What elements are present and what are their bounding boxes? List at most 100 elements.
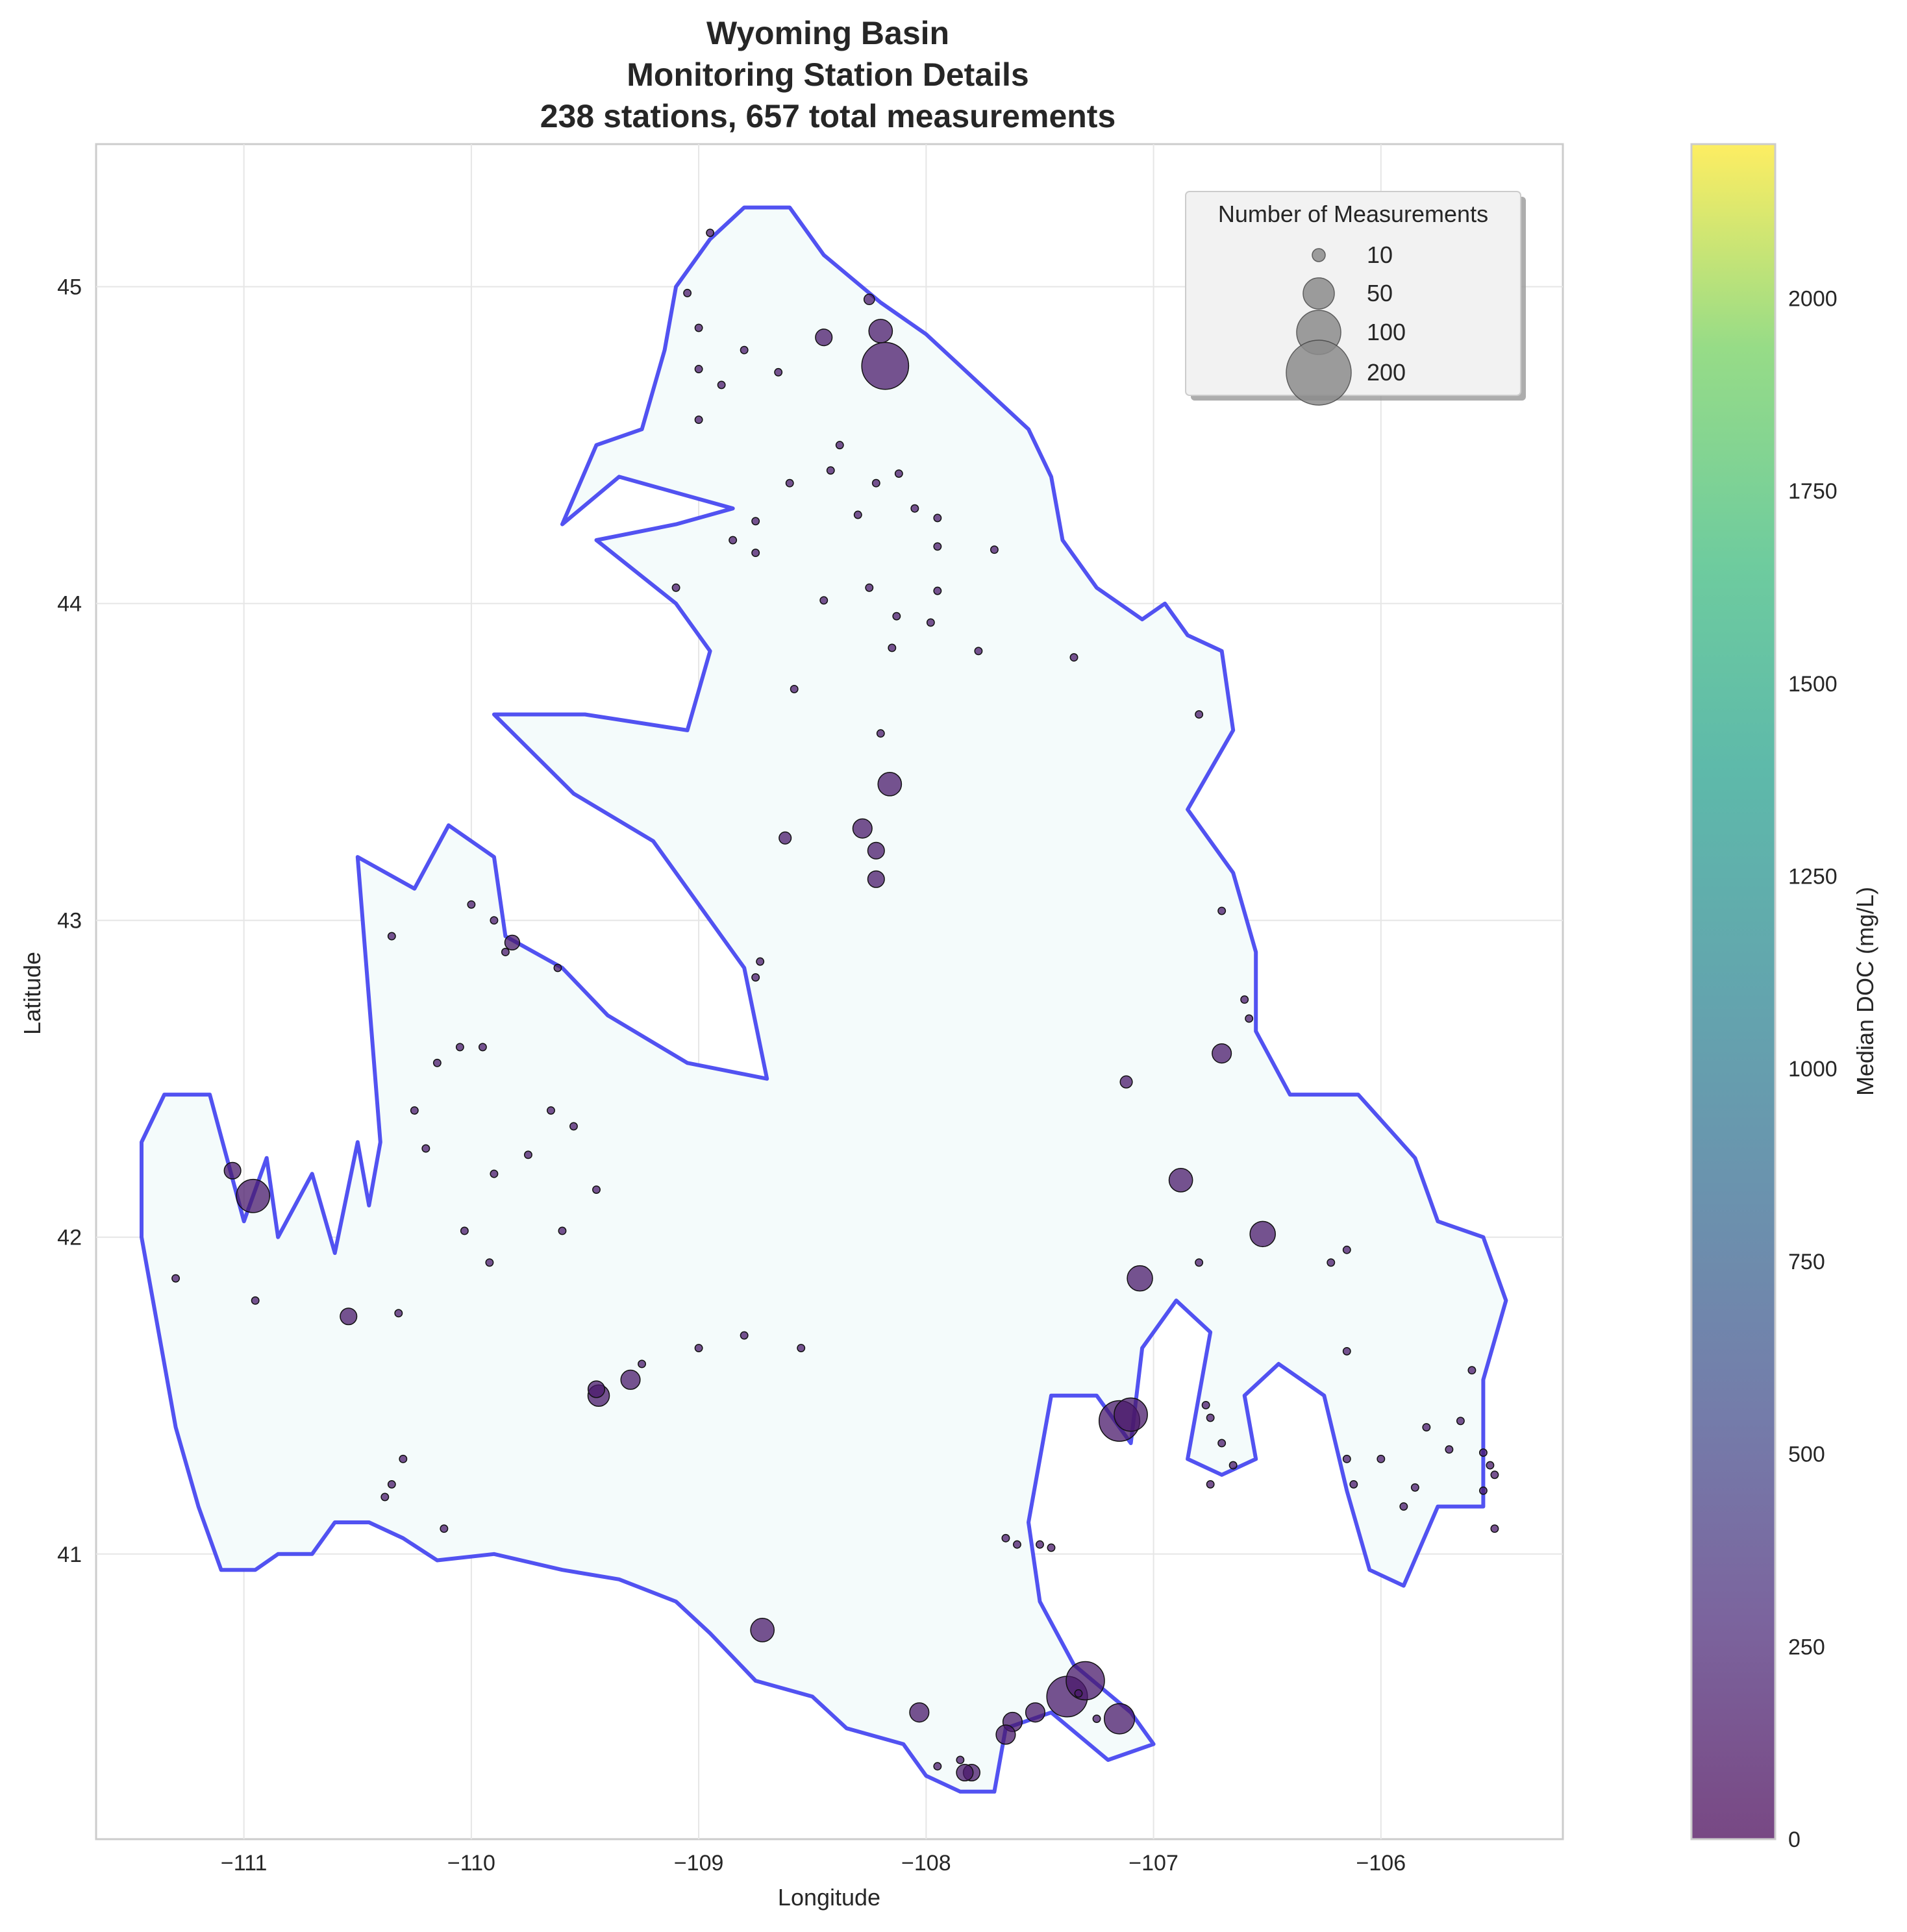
station-marker bbox=[826, 466, 835, 475]
station-marker bbox=[1195, 710, 1204, 719]
legend-label-10: 10 bbox=[1367, 242, 1393, 268]
station-marker bbox=[852, 818, 873, 839]
station-marker bbox=[592, 1185, 601, 1194]
colorbar-tick: 0 bbox=[1788, 1827, 1801, 1852]
station-marker bbox=[717, 380, 726, 390]
station-marker bbox=[490, 916, 499, 925]
station-marker bbox=[504, 934, 521, 951]
colorbar-tick: 1250 bbox=[1788, 864, 1838, 889]
station-marker bbox=[933, 586, 942, 595]
station-marker bbox=[1490, 1524, 1499, 1533]
y-tick-label: 43 bbox=[57, 909, 82, 934]
station-marker bbox=[1490, 1470, 1499, 1480]
station-marker bbox=[523, 1150, 532, 1159]
station-marker bbox=[410, 1106, 419, 1115]
colorbar: 0 250 500 750 1000 1250 1500 1750 2000 Median DO… bbox=[1690, 143, 1878, 1852]
x-tick-label: −110 bbox=[447, 1851, 495, 1876]
station-marker bbox=[1410, 1483, 1419, 1492]
station-marker bbox=[387, 1480, 396, 1489]
colorbar-tick: 1000 bbox=[1788, 1057, 1838, 1082]
title-line-1: Wyoming Basin bbox=[706, 15, 949, 51]
station-marker bbox=[547, 1106, 555, 1115]
station-marker bbox=[740, 345, 749, 354]
station-marker bbox=[1066, 1661, 1105, 1701]
station-marker bbox=[1212, 1043, 1232, 1064]
station-marker bbox=[1195, 1258, 1204, 1267]
y-axis-label: Latitude bbox=[19, 952, 45, 1035]
station-marker bbox=[1206, 1480, 1215, 1489]
station-marker bbox=[694, 1344, 703, 1352]
station-marker bbox=[694, 415, 703, 425]
station-marker bbox=[956, 1755, 965, 1765]
y-tick-label: 41 bbox=[57, 1542, 82, 1567]
station-marker bbox=[756, 957, 765, 966]
chart-title: Wyoming Basin Monitoring Station Details… bbox=[540, 15, 1116, 134]
station-marker bbox=[223, 1161, 242, 1180]
y-tick-label: 44 bbox=[57, 592, 82, 617]
station-marker bbox=[1240, 995, 1249, 1004]
station-marker bbox=[394, 1309, 403, 1318]
station-marker bbox=[460, 1226, 469, 1235]
station-marker bbox=[1119, 1075, 1133, 1089]
station-marker bbox=[751, 549, 760, 558]
title-line-2: Monitoring Station Details bbox=[627, 56, 1028, 93]
station-marker bbox=[1445, 1445, 1454, 1454]
station-marker bbox=[340, 1307, 358, 1326]
station-marker bbox=[399, 1454, 408, 1463]
station-marker bbox=[251, 1296, 260, 1305]
station-marker bbox=[990, 545, 999, 554]
station-marker bbox=[1047, 1543, 1056, 1552]
legend-label-200: 200 bbox=[1367, 359, 1406, 386]
station-marker bbox=[440, 1524, 449, 1533]
station-marker bbox=[432, 1058, 442, 1067]
station-marker bbox=[620, 1369, 641, 1390]
station-marker bbox=[888, 643, 897, 652]
station-marker bbox=[694, 323, 703, 332]
station-marker bbox=[706, 229, 715, 238]
station-marker bbox=[867, 870, 885, 888]
station-marker bbox=[501, 948, 510, 956]
colorbar-tick: 2000 bbox=[1788, 286, 1838, 311]
colorbar-tick: 250 bbox=[1788, 1635, 1825, 1659]
station-marker bbox=[790, 684, 799, 693]
station-marker bbox=[1074, 1689, 1083, 1698]
legend-marker-200 bbox=[1286, 340, 1352, 406]
station-marker bbox=[694, 365, 703, 373]
legend-title: Number of Measurements bbox=[1218, 201, 1488, 227]
station-marker bbox=[1114, 1397, 1148, 1432]
station-marker bbox=[1217, 906, 1227, 915]
x-tick-label: −106 bbox=[1356, 1851, 1406, 1876]
station-marker bbox=[1217, 1439, 1227, 1448]
station-marker bbox=[933, 514, 942, 523]
station-marker bbox=[1486, 1461, 1495, 1470]
station-markers bbox=[171, 229, 1499, 1782]
colorbar-frame bbox=[1690, 143, 1776, 1840]
title-line-3: 238 stations, 657 total measurements bbox=[540, 98, 1116, 134]
station-marker bbox=[909, 1702, 930, 1723]
station-marker bbox=[774, 367, 783, 377]
station-marker bbox=[819, 596, 829, 605]
station-marker bbox=[751, 973, 760, 982]
legend-label-50: 50 bbox=[1367, 280, 1393, 306]
station-marker bbox=[1036, 1540, 1044, 1549]
station-marker bbox=[876, 729, 885, 738]
station-marker bbox=[683, 288, 692, 297]
station-marker bbox=[485, 1258, 494, 1267]
station-marker bbox=[865, 583, 874, 592]
legend-label-100: 100 bbox=[1367, 319, 1406, 345]
station-marker bbox=[387, 932, 396, 941]
station-marker bbox=[1092, 1715, 1101, 1723]
station-marker bbox=[910, 504, 919, 513]
station-marker bbox=[1168, 1168, 1193, 1193]
basin-layer bbox=[140, 205, 1508, 1794]
station-marker bbox=[1069, 653, 1078, 662]
station-marker bbox=[1342, 1245, 1351, 1254]
station-marker bbox=[956, 1763, 974, 1782]
station-marker bbox=[740, 1331, 749, 1340]
colorbar-label: Median DOC (mg/L) bbox=[1852, 887, 1878, 1096]
station-marker bbox=[863, 293, 875, 305]
station-marker bbox=[1001, 1533, 1010, 1542]
station-marker bbox=[671, 583, 680, 592]
size-legend: Number of Measurements 10 50 100 200 bbox=[1185, 191, 1526, 406]
